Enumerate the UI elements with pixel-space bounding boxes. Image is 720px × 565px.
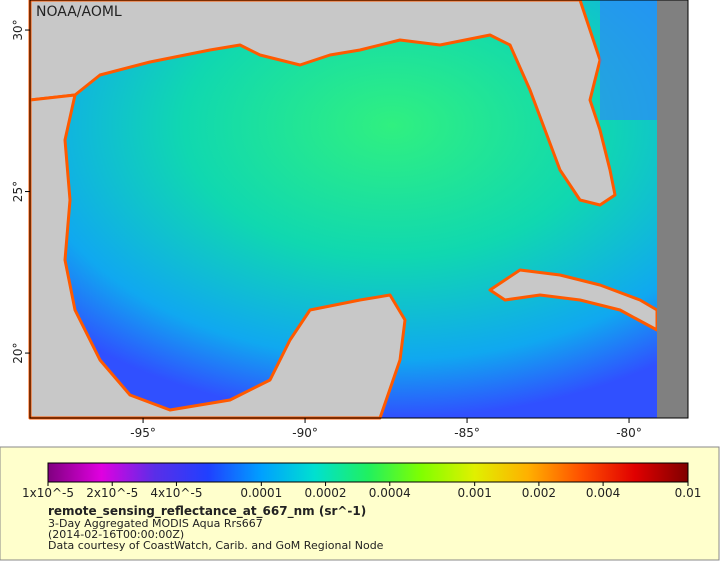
legend-line: Data courtesy of CoastWatch, Carib. and … xyxy=(48,539,384,552)
colorbar xyxy=(47,462,689,483)
colorbar-label: 0.004 xyxy=(586,486,620,500)
x-tick-label: -80° xyxy=(616,426,642,440)
x-tick-label: -90° xyxy=(292,426,318,440)
colorbar-label: 1x10^-5 xyxy=(22,486,74,500)
y-tick-label: 30° xyxy=(11,19,25,40)
colorbar-label: 0.0002 xyxy=(305,486,347,500)
watermark: NOAA/AOML xyxy=(36,4,122,20)
atlantic xyxy=(600,0,657,120)
mexico xyxy=(28,93,407,420)
colorbar-label: 0.002 xyxy=(522,486,556,500)
no-data-strip xyxy=(657,0,688,418)
map-frame xyxy=(29,0,689,419)
legend-title: remote_sensing_reflectance_at_667_nm (sr… xyxy=(48,504,366,519)
colorbar-label: 4x10^-5 xyxy=(150,486,202,500)
colorbar-label: 0.0001 xyxy=(240,486,282,500)
legend-line: (2014-02-16T00:00:00Z) xyxy=(48,528,184,541)
colorbar-label: 0.01 xyxy=(675,486,702,500)
x-tick-label: -85° xyxy=(454,426,480,440)
x-tick-label: -95° xyxy=(130,426,156,440)
land xyxy=(28,0,659,420)
colorbar-label: 0.0004 xyxy=(369,486,411,500)
y-tick-label: 20° xyxy=(11,342,25,363)
colorbar-label: 2x10^-5 xyxy=(86,486,138,500)
legend-line: 3-Day Aggregated MODIS Aqua Rrs667 xyxy=(48,517,263,530)
north-america xyxy=(28,0,617,207)
colorbar-label: 0.001 xyxy=(457,486,491,500)
y-tick-label: 25° xyxy=(11,181,25,202)
